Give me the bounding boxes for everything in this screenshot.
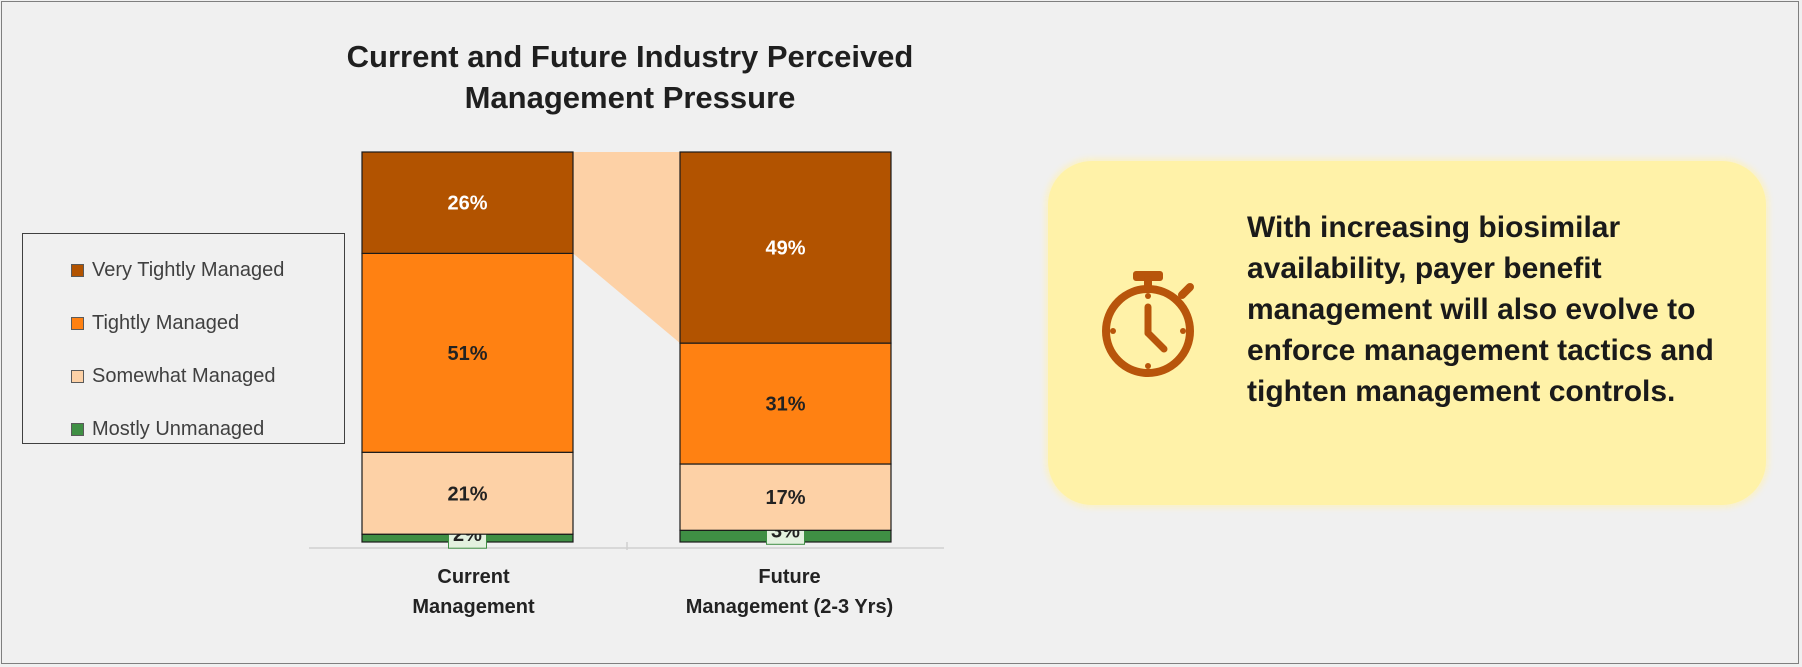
legend-label-tightly-managed: Tightly Managed: [92, 311, 240, 334]
bar-future-very-tightly-managed: [679, 151, 892, 344]
legend-label-mostly-unmanaged: Mostly Unmanaged: [92, 417, 265, 440]
chart-title-line-2: Management Pressure: [464, 80, 796, 115]
category-label-future-line-1: Future: [758, 566, 820, 588]
legend-item-somewhat-managed: Somewhat Managed: [71, 364, 275, 388]
data-label-future-tightly-managed: 31%: [765, 394, 805, 416]
legend-swatch-somewhat-managed: [71, 369, 84, 383]
bar-current-very-tightly-managed: [361, 151, 574, 255]
bar-current-tightly-managed: [361, 252, 574, 453]
series-connector: [573, 152, 680, 344]
callout-text: With increasing biosimilar availability,…: [1247, 211, 1714, 408]
legend-swatch-very-tightly-managed: [71, 263, 84, 277]
legend-item-tightly-managed: Tightly Managed: [71, 311, 239, 335]
legend-swatch-mostly-unmanaged: [71, 422, 84, 436]
bar-current-somewhat-managed: [361, 451, 574, 535]
callout-box: With increasing biosimilar availability,…: [1048, 161, 1766, 505]
bar-future-somewhat-managed: [679, 463, 892, 531]
chart-title-line-1: Current and Future Industry Perceived: [346, 39, 914, 74]
legend-item-mostly-unmanaged: Mostly Unmanaged: [71, 417, 264, 441]
data-label-future-very-tightly-managed: 49%: [765, 238, 805, 260]
data-label-current-somewhat-managed: 21%: [447, 483, 487, 505]
category-label-current-line-1: Current: [437, 566, 510, 588]
category-label-current-line-2: Management: [412, 596, 535, 618]
stopwatch-icon: [1102, 271, 1194, 377]
chart-legend: Very Tightly Managed Tightly Managed Som…: [22, 233, 345, 444]
data-label-current-tightly-managed: 51%: [447, 343, 487, 365]
legend-label-somewhat-managed: Somewhat Managed: [92, 364, 276, 387]
data-label-future-somewhat-managed: 17%: [765, 487, 805, 509]
category-label-future-line-2: Management (2-3 Yrs): [686, 596, 893, 618]
legend-item-very-tightly-managed: Very Tightly Managed: [71, 258, 284, 282]
chart-title: Current and Future Industry Perceived Ma…: [270, 36, 990, 118]
legend-swatch-tightly-managed: [71, 316, 84, 330]
legend-label-very-tightly-managed: Very Tightly Managed: [92, 258, 285, 281]
data-label-current-very-tightly-managed: 26%: [447, 193, 487, 215]
